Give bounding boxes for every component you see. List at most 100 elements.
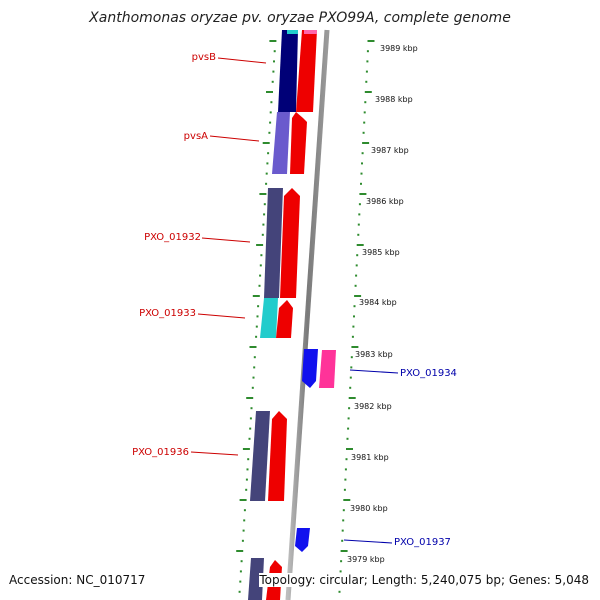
cds-pvsA[interactable] — [290, 112, 307, 174]
ruler-tick — [269, 40, 277, 42]
ruler-tick — [268, 131, 271, 134]
ruler-tick — [240, 560, 243, 563]
ruler-tick — [344, 478, 347, 481]
ruler-tick — [351, 335, 354, 338]
ruler-tick — [366, 50, 369, 53]
ruler-tick — [352, 325, 355, 328]
ruler-tick — [362, 142, 370, 144]
ruler-tick — [255, 335, 258, 338]
ruler-tick — [357, 223, 360, 226]
ruler-tick — [356, 254, 359, 257]
gene-PXO-01937[interactable] — [295, 528, 310, 552]
ruler-tick — [364, 91, 372, 93]
ruler-tick — [239, 570, 242, 573]
ruler-tick — [343, 488, 346, 491]
ruler-tick — [361, 162, 363, 165]
ruler-tick — [348, 407, 351, 410]
ruler-tick — [246, 397, 254, 399]
ruler-tick — [236, 550, 244, 552]
ruler-tick — [245, 488, 248, 491]
ruler-tick — [266, 91, 273, 93]
ruler-tick — [263, 203, 266, 206]
gene-pvsB[interactable] — [278, 30, 298, 112]
gene-label-PXO-01933[interactable]: PXO_01933 — [139, 308, 196, 319]
gene-label-pvsB[interactable]: pvsB — [192, 52, 216, 63]
ruler-tick — [249, 417, 252, 420]
ruler-tick — [242, 448, 250, 450]
ruler-tick — [360, 172, 363, 175]
kbp-label: 3980 kbp — [350, 504, 388, 513]
ruler-tick — [355, 264, 358, 267]
ruler-tick — [365, 70, 368, 73]
ruler-tick — [271, 80, 274, 83]
gene-pvsA[interactable] — [272, 112, 290, 174]
ruler-tick — [259, 274, 262, 277]
cds-pvsB[interactable] — [296, 30, 317, 112]
ruler-tick — [258, 284, 261, 287]
ruler-tick — [363, 111, 366, 114]
kbp-label: 3983 kbp — [355, 350, 393, 359]
ruler-tick — [367, 40, 375, 42]
left-tick-ruler — [236, 40, 277, 593]
leader-line-pvsA — [209, 135, 260, 142]
ruler-tick — [357, 233, 360, 236]
ruler-tick — [338, 590, 341, 593]
ruler-tick — [242, 529, 245, 532]
ruler-tick — [253, 366, 256, 369]
ruler-tick — [252, 376, 255, 379]
ruler-tick — [346, 437, 349, 440]
gene-PXO-01933[interactable] — [260, 298, 278, 338]
ruler-tick — [358, 203, 361, 206]
ruler-tick — [345, 458, 348, 461]
cds-PXO-01933[interactable] — [276, 300, 293, 338]
kbp-label: 3987 kbp — [371, 146, 409, 155]
ruler-tick — [260, 254, 263, 257]
leader-line-PXO-01934 — [349, 369, 399, 374]
leader-line-PXO-01933 — [197, 313, 246, 319]
cds-PXO-01932[interactable] — [280, 188, 300, 298]
ruler-tick — [340, 550, 348, 552]
gene-label-pvsA[interactable]: pvsA — [184, 131, 208, 142]
ruler-tick — [355, 274, 358, 277]
gene-PXO-01932[interactable] — [264, 188, 283, 298]
ruler-tick — [246, 468, 249, 471]
gene-PXO-01934[interactable] — [302, 349, 318, 388]
ruler-tick — [272, 70, 275, 73]
ruler-tick — [265, 182, 268, 185]
gene-labels: pvsB pvsA PXO_01932 PXO_01933 PXO_01934 … — [132, 52, 457, 548]
gene-label-PXO-01936[interactable]: PXO_01936 — [132, 447, 189, 458]
ruler-tick — [347, 427, 350, 430]
cds-PXO-01934[interactable] — [319, 350, 336, 388]
ruler-tick — [252, 295, 260, 297]
ruler-tick — [239, 580, 242, 583]
ruler-tick — [341, 539, 344, 542]
gene-PXO-01936[interactable] — [250, 411, 270, 501]
gene-label-PXO-01932[interactable]: PXO_01932 — [144, 232, 201, 243]
kbp-label: 3984 kbp — [359, 298, 397, 307]
ruler-tick — [362, 131, 365, 134]
cds-pvsB-top-pink — [304, 30, 317, 34]
gene-bottom-partial[interactable] — [248, 558, 264, 600]
ruler-tick — [261, 233, 264, 236]
ruler-tick — [273, 50, 276, 53]
ruler-tick — [350, 366, 353, 369]
ruler-tick — [354, 284, 357, 287]
ruler-tick — [356, 244, 364, 246]
ruler-tick — [346, 448, 353, 450]
ruler-tick — [354, 295, 362, 297]
ruler-tick — [265, 172, 268, 175]
ruler-tick — [344, 468, 347, 471]
ruler-tick — [239, 499, 247, 501]
leader-line-PXO-01937 — [343, 539, 393, 544]
map-title: Xanthomonas oryzae pv. oryzae PXO99A, co… — [89, 10, 511, 26]
ruler-tick — [247, 458, 250, 461]
kbp-label: 3988 kbp — [375, 95, 413, 104]
gene-label-PXO-01937[interactable]: PXO_01937 — [394, 537, 451, 548]
ruler-tick — [360, 182, 362, 185]
ruler-tick — [363, 121, 366, 124]
gene-label-PXO-01934[interactable]: PXO_01934 — [400, 368, 457, 379]
cds-PXO-01936[interactable] — [268, 411, 287, 501]
ruler-tick — [259, 193, 267, 195]
